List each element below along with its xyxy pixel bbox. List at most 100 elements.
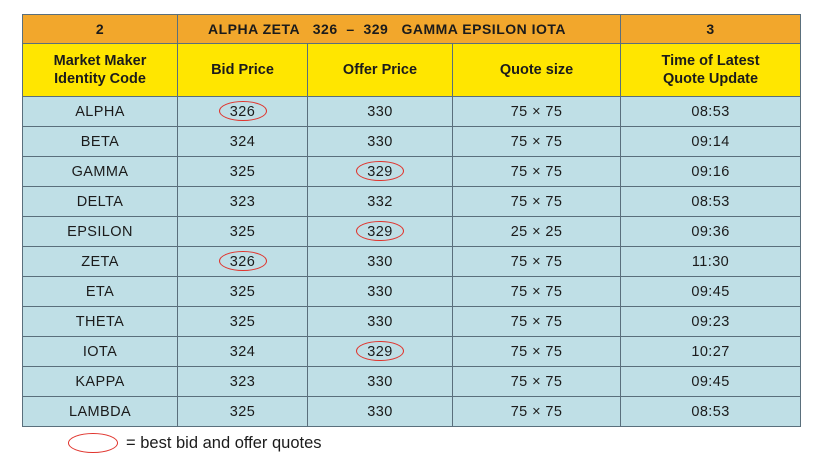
market-maker-code: GAMMA: [71, 163, 129, 180]
quote-size-cell: 75 × 75: [451, 156, 622, 187]
offer-price: 330: [367, 313, 393, 330]
offer-price-cell: 330: [307, 96, 453, 127]
quote-size-cell: 75 × 75: [451, 276, 622, 307]
update-time: 08:53: [691, 403, 730, 420]
bid-price-cell: 326: [177, 246, 308, 277]
quote-size: 75 × 75: [510, 373, 563, 390]
update-time: 08:53: [691, 193, 730, 210]
bid-price-cell: 325: [177, 216, 308, 247]
update-time-cell: 08:53: [620, 96, 802, 127]
red-ellipse-icon: [68, 433, 118, 453]
table-row: BETA 324 330 75 × 75 09:14: [22, 126, 802, 157]
quote-size-cell: 75 × 75: [451, 396, 622, 427]
market-maker-code-cell: THETA: [22, 306, 178, 337]
offer-price-cell: 330: [307, 306, 453, 337]
offer-price: 330: [367, 253, 393, 270]
offer-price: 329: [367, 343, 393, 360]
update-time-cell: 08:53: [620, 396, 802, 427]
bid-price: 324: [229, 343, 256, 360]
update-time-cell: 09:45: [620, 276, 802, 307]
bid-price: 323: [229, 193, 256, 210]
table-row: THETA 325 330 75 × 75 09:23: [22, 306, 802, 337]
quote-size: 75 × 75: [510, 403, 563, 420]
column-header-offer-price: Offer Price: [307, 43, 453, 97]
bid-price-cell: 325: [177, 156, 308, 187]
quote-size: 75 × 75: [510, 103, 563, 120]
update-time-cell: 09:23: [620, 306, 802, 337]
market-maker-code-cell: KAPPA: [22, 366, 178, 397]
table-row: ETA 325 330 75 × 75 09:45: [22, 276, 802, 307]
legend-text: = best bid and offer quotes: [126, 433, 322, 452]
market-maker-code: DELTA: [76, 193, 124, 210]
quote-size-cell: 25 × 25: [451, 216, 622, 247]
market-maker-code: THETA: [75, 313, 125, 330]
bid-price: 325: [229, 283, 256, 300]
update-time-cell: 09:36: [620, 216, 802, 247]
column-header-row: Market Maker Identity Code Bid Price Offe…: [22, 43, 802, 97]
column-header-market-maker: Market Maker Identity Code: [22, 43, 178, 97]
market-maker-code-cell: ETA: [22, 276, 178, 307]
market-maker-code-cell: BETA: [22, 126, 178, 157]
offer-price-cell: 330: [307, 396, 453, 427]
legend: = best bid and offer quotes: [68, 432, 322, 454]
bid-price-cell: 324: [177, 126, 308, 157]
bid-price: 323: [229, 373, 256, 390]
table-row: IOTA 324 329 75 × 75 10:27: [22, 336, 802, 367]
bid-price: 325: [229, 223, 256, 240]
market-maker-code: BETA: [80, 133, 120, 150]
market-maker-code: ETA: [85, 283, 115, 300]
quote-size: 25 × 25: [510, 223, 563, 240]
update-time: 09:14: [691, 133, 730, 150]
table-row: ZETA 326 330 75 × 75 11:30: [22, 246, 802, 277]
update-time: 09:16: [691, 163, 730, 180]
offer-price-cell: 330: [307, 276, 453, 307]
offer-price-cell: 329: [307, 216, 453, 247]
offer-price-cell: 329: [307, 156, 453, 187]
quote-size: 75 × 75: [510, 163, 563, 180]
quote-size: 75 × 75: [510, 193, 563, 210]
quote-size-cell: 75 × 75: [451, 186, 622, 217]
table-row: GAMMA 325 329 75 × 75 09:16: [22, 156, 802, 187]
market-maker-code-cell: GAMMA: [22, 156, 178, 187]
table-row: KAPPA 323 330 75 × 75 09:45: [22, 366, 802, 397]
summary-left-number: 2: [22, 14, 178, 44]
column-header-bid-price: Bid Price: [177, 43, 308, 97]
offer-price: 329: [367, 223, 393, 240]
table-row: EPSILON 325 329 25 × 25 09:36: [22, 216, 802, 247]
offer-price: 332: [367, 193, 393, 210]
quote-size: 75 × 75: [510, 283, 563, 300]
market-maker-quote-table: 2 ALPHA ZETA 326 – 329 GAMMA EPSILON IOT…: [22, 14, 802, 427]
bid-price: 324: [229, 133, 256, 150]
offer-price-cell: 329: [307, 336, 453, 367]
market-maker-code: LAMBDA: [68, 403, 132, 420]
update-time: 09:45: [691, 373, 730, 390]
bid-price: 326: [229, 253, 256, 270]
market-maker-code: ALPHA: [75, 103, 125, 120]
market-maker-code-cell: IOTA: [22, 336, 178, 367]
column-header-time: Time of Latest Quote Update: [620, 43, 802, 97]
quote-size-cell: 75 × 75: [451, 96, 622, 127]
update-time: 08:53: [691, 103, 730, 120]
update-time: 11:30: [691, 253, 730, 270]
bid-price-cell: 325: [177, 276, 308, 307]
quote-size: 75 × 75: [510, 253, 563, 270]
bid-price: 325: [229, 403, 256, 420]
quote-size-cell: 75 × 75: [451, 366, 622, 397]
update-time: 10:27: [691, 343, 730, 360]
update-time-cell: 11:30: [620, 246, 802, 277]
bid-price-cell: 323: [177, 366, 308, 397]
bid-price: 325: [229, 163, 256, 180]
update-time: 09:36: [691, 223, 730, 240]
update-time: 09:23: [691, 313, 730, 330]
bid-price-cell: 323: [177, 186, 308, 217]
offer-price-cell: 330: [307, 366, 453, 397]
bid-price-cell: 326: [177, 96, 308, 127]
inside-quote-summary-row: 2 ALPHA ZETA 326 – 329 GAMMA EPSILON IOT…: [22, 14, 802, 44]
offer-price: 330: [367, 133, 393, 150]
table-row: DELTA 323 332 75 × 75 08:53: [22, 186, 802, 217]
offer-price: 330: [367, 403, 393, 420]
offer-price: 330: [367, 103, 393, 120]
inside-quote-summary: ALPHA ZETA 326 – 329 GAMMA EPSILON IOTA: [176, 14, 622, 44]
table-row: ALPHA 326 330 75 × 75 08:53: [22, 96, 802, 127]
